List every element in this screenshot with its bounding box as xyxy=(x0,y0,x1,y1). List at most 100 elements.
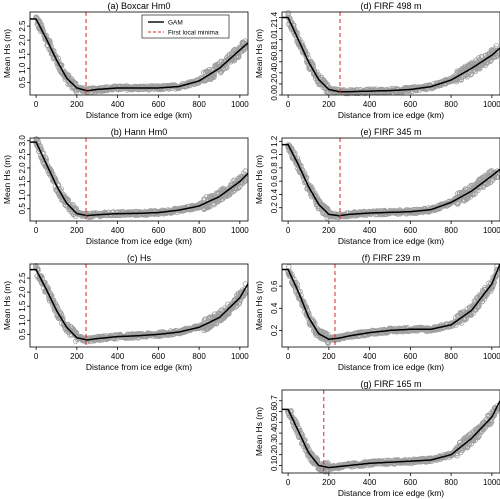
x-tick-label: 200 xyxy=(322,352,336,361)
y-tick-label: 1.2 xyxy=(270,22,279,34)
data-point xyxy=(477,65,483,72)
panel-c: (c) Hs 0 200 400 600 800 1000 0.5 1.0 1.5 2.0 2.5 Di… xyxy=(2,253,249,372)
panel-d: (d) FIRF 498 m 0 200 400 600 800 1000 0.00.20.4… xyxy=(254,1,500,120)
x-tick-label: 1000 xyxy=(231,352,249,361)
data-point xyxy=(493,54,499,60)
x-tick-label: 1000 xyxy=(231,226,249,235)
y-axis-label: Mean Hs (m) xyxy=(2,155,12,204)
panel-title: (g) FIRF 165 m xyxy=(360,379,421,389)
legend: GAM First local minima xyxy=(141,14,230,39)
data-point xyxy=(493,43,499,49)
scatter-points xyxy=(33,263,249,345)
x-axis-label: Distance from ice edge (km) xyxy=(86,110,192,120)
plot-frame xyxy=(29,137,249,222)
data-point xyxy=(235,290,242,296)
x-tick-label: 1000 xyxy=(231,100,249,109)
panel-title: (b) Hann Hm0 xyxy=(111,127,168,137)
y-tick-label: 2.0 xyxy=(18,34,27,46)
y-tick-label: 1.4 xyxy=(270,11,279,23)
y-tick-label: 0.4 xyxy=(270,188,279,200)
x-tick-label: 200 xyxy=(322,226,336,235)
plot-frame xyxy=(29,11,249,96)
y-tick-label: 0.5 xyxy=(18,328,27,340)
x-tick-label: 0 xyxy=(286,352,291,361)
y-tick-label: 3.0 xyxy=(18,135,27,147)
gam-line xyxy=(282,143,500,217)
x-tick-label: 400 xyxy=(111,100,125,109)
x-tick-label: 800 xyxy=(192,100,206,109)
y-tick-label: 0.2 xyxy=(270,78,279,90)
x-tick-label: 1000 xyxy=(483,226,500,235)
panel-title: (e) FIRF 345 m xyxy=(360,127,421,137)
x-tick-label: 400 xyxy=(111,352,125,361)
x-tick-label: 0 xyxy=(286,478,291,487)
x-tick-label: 0 xyxy=(34,352,39,361)
y-axis-label: Mean Hs (m) xyxy=(254,29,264,78)
panel-title: (f) FIRF 239 m xyxy=(362,253,421,263)
legend-minima-label: First local minima xyxy=(168,30,219,37)
x-tick-label: 200 xyxy=(322,100,336,109)
y-tick-label: 2.5 xyxy=(18,272,27,284)
data-point xyxy=(228,188,235,195)
x-tick-label: 600 xyxy=(404,478,418,487)
y-tick-label: 1.0 xyxy=(270,34,279,46)
x-tick-label: 800 xyxy=(444,478,458,487)
x-tick-label: 600 xyxy=(152,100,166,109)
y-tick-label: 0.4 xyxy=(270,67,279,79)
y-axis-label: Mean Hs (m) xyxy=(254,281,264,330)
x-tick-label: 1000 xyxy=(483,478,500,487)
data-point xyxy=(241,44,248,50)
gam-line xyxy=(30,18,248,92)
y-tick-label: 0.5 xyxy=(18,76,27,88)
x-tick-label: 400 xyxy=(363,226,377,235)
y-tick-label: 0.8 xyxy=(270,162,279,174)
data-point xyxy=(236,300,243,306)
panel-title: (a) Boxcar Hm0 xyxy=(107,1,170,11)
plot-frame xyxy=(281,11,500,96)
panel-title: (d) FIRF 498 m xyxy=(360,1,421,11)
x-tick-label: 0 xyxy=(286,226,291,235)
panel-title: (c) Hs xyxy=(127,253,151,263)
gam-line xyxy=(282,16,500,93)
y-tick-label: 2.0 xyxy=(18,162,27,174)
y-tick-label: 0.2 xyxy=(270,202,279,214)
x-tick-label: 600 xyxy=(404,352,418,361)
y-tick-label: 2.0 xyxy=(18,286,27,298)
y-tick-label: 0.0 xyxy=(270,89,279,101)
data-point xyxy=(458,76,465,82)
data-point xyxy=(235,185,242,191)
y-axis-label: Mean Hs (m) xyxy=(2,281,12,330)
y-tick-label: 1.5 xyxy=(18,48,27,60)
y-tick-label: 1.0 xyxy=(18,314,27,326)
x-tick-label: 600 xyxy=(404,100,418,109)
x-tick-label: 800 xyxy=(192,226,206,235)
y-tick-label: 0.6 xyxy=(270,56,279,68)
x-tick-label: 200 xyxy=(322,478,336,487)
y-tick-label: 0.8 xyxy=(270,45,279,57)
data-point xyxy=(66,72,72,79)
data-point xyxy=(213,320,220,327)
data-point xyxy=(242,38,248,44)
scatter-points xyxy=(33,136,249,220)
data-point xyxy=(65,197,72,203)
x-tick-label: 0 xyxy=(286,100,291,109)
y-tick-label: 0.2 xyxy=(270,324,279,336)
x-tick-label: 600 xyxy=(152,352,166,361)
x-tick-label: 200 xyxy=(70,352,84,361)
data-point xyxy=(286,264,292,270)
data-point xyxy=(235,53,242,59)
y-tick-label: 0.7 xyxy=(270,395,279,407)
x-tick-label: 200 xyxy=(70,226,84,235)
y-tick-label: 1.0 xyxy=(18,62,27,74)
x-tick-label: 800 xyxy=(444,226,458,235)
data-point xyxy=(488,57,494,63)
panel-e: (e) FIRF 345 m 0 200 400 600 800 1000 0.2 0.40.6… xyxy=(254,127,500,246)
x-tick-label: 800 xyxy=(444,100,458,109)
x-tick-label: 1000 xyxy=(483,352,500,361)
x-tick-label: 400 xyxy=(363,352,377,361)
data-point xyxy=(210,74,217,80)
panel-a: (a) Boxcar Hm0 0 200 400 600 800 1000 0.5 1.0 1.5… xyxy=(2,1,249,120)
x-tick-label: 1000 xyxy=(483,100,500,109)
